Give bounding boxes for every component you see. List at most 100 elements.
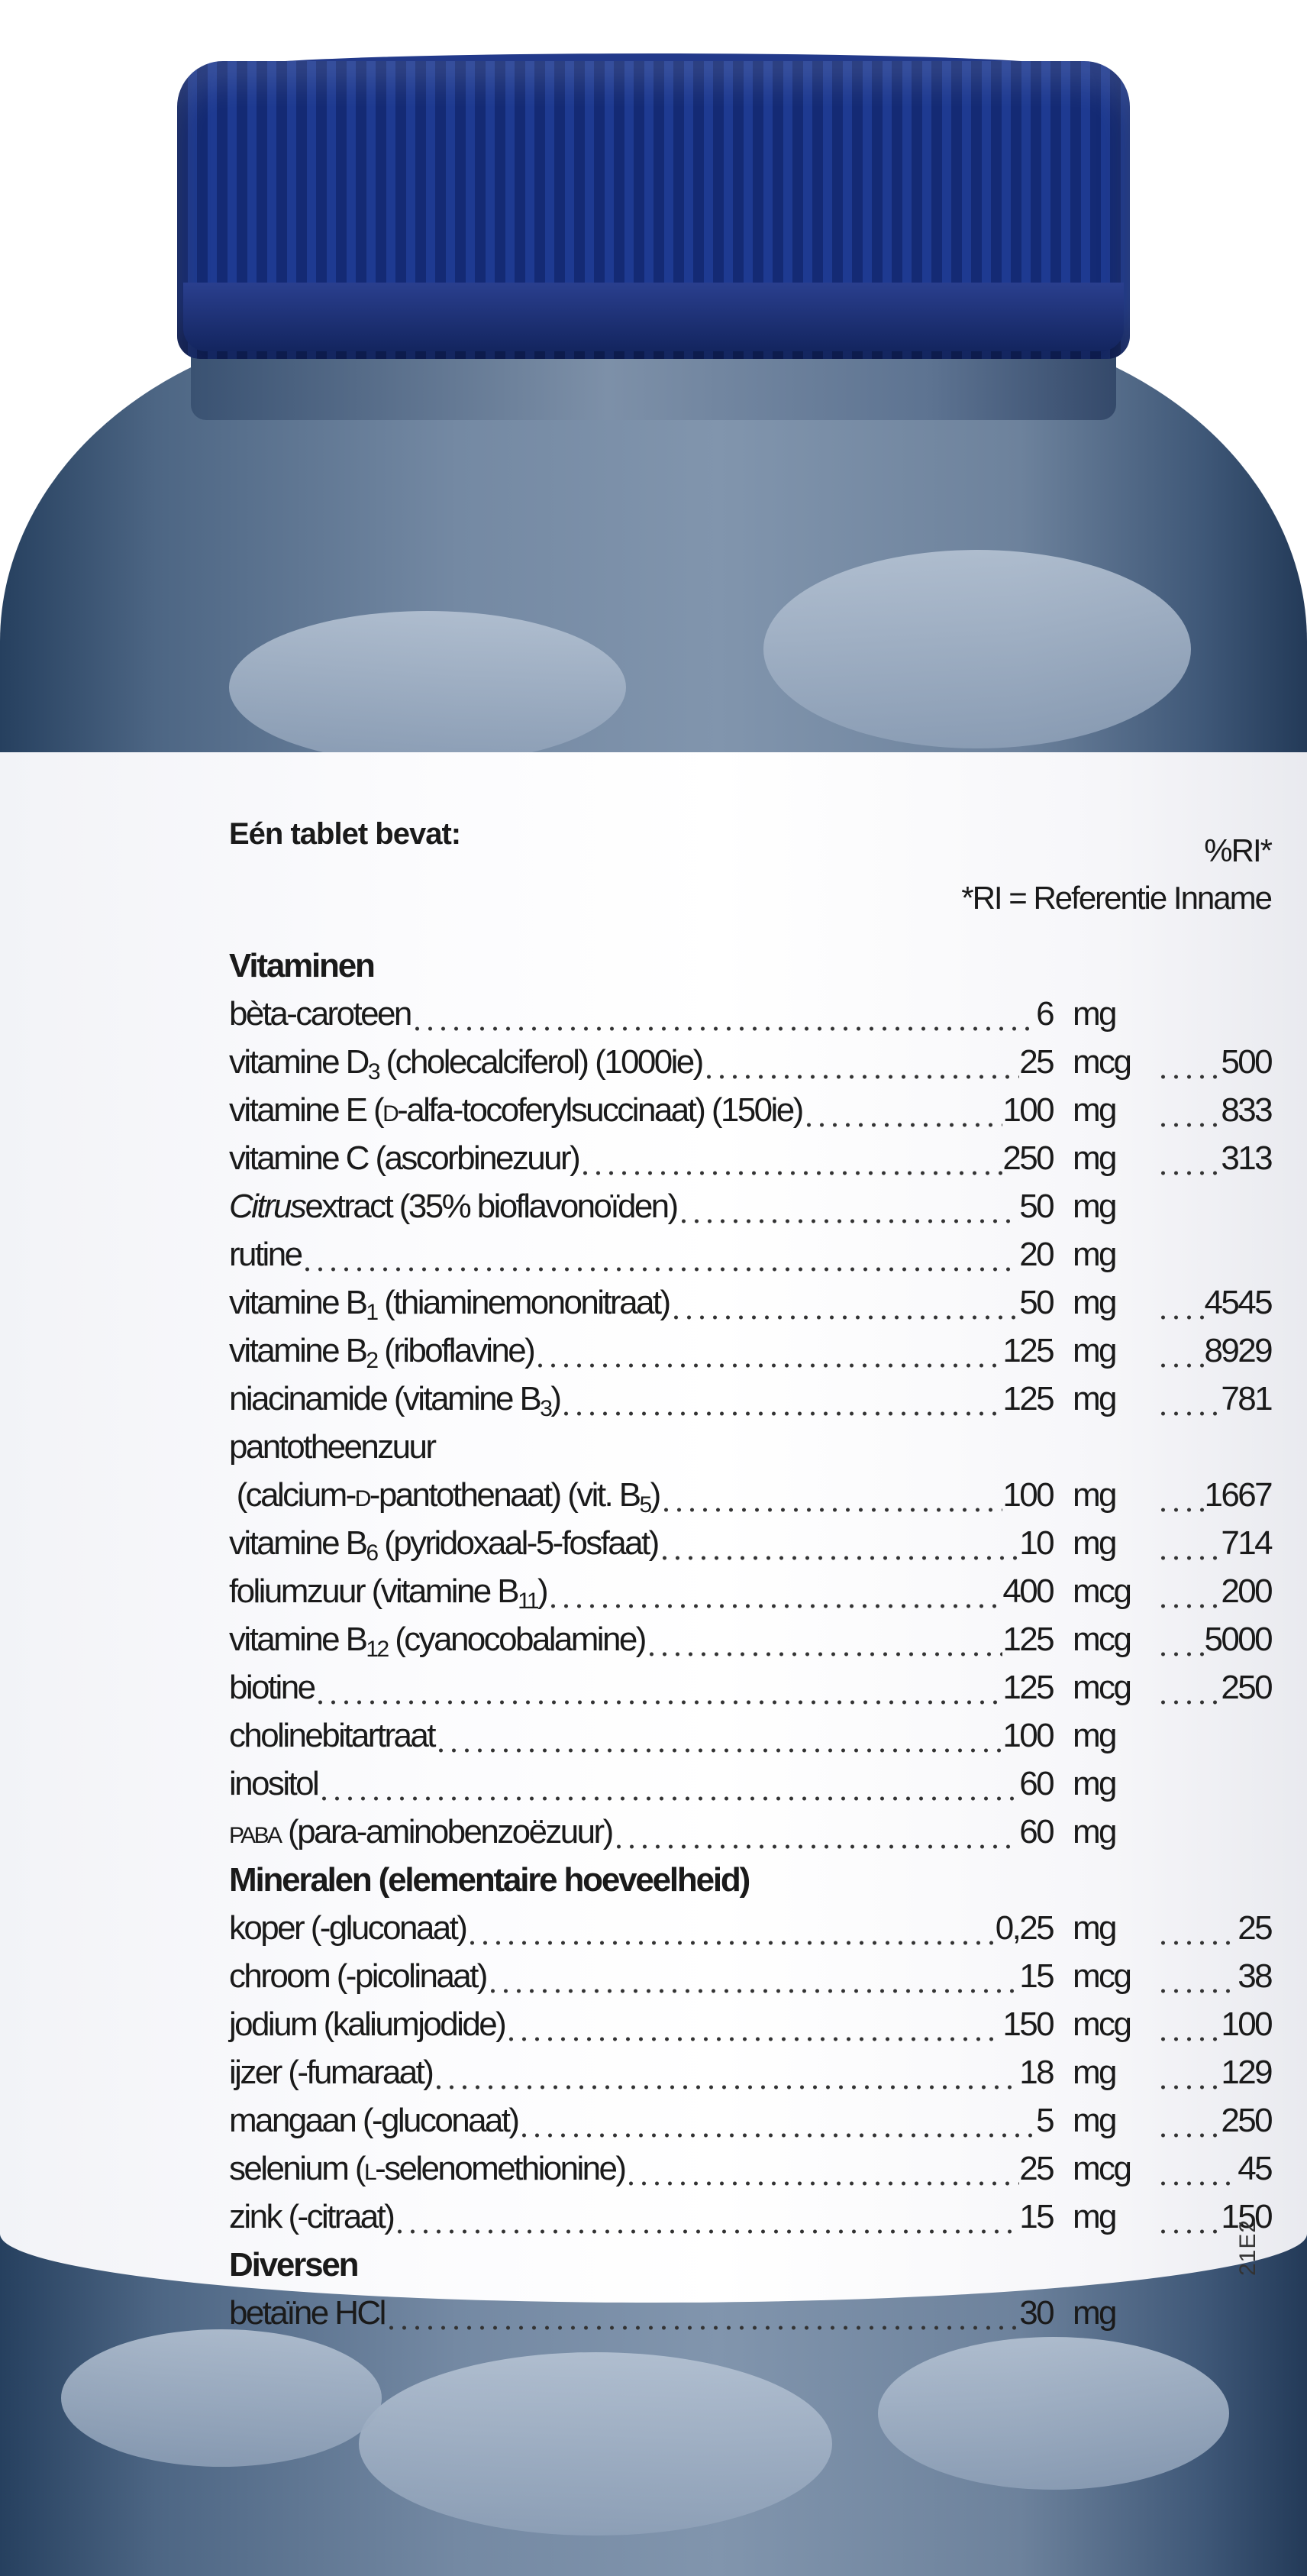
- name-part: 3: [540, 1396, 553, 1421]
- ri-percent: 714: [1157, 1524, 1273, 1572]
- ri-percent: 5000: [1157, 1621, 1273, 1669]
- name-part: foliumzuur (vitamine B: [229, 1572, 520, 1610]
- ingredient-row: niacinamide (vitamine B3) 125 mg 781: [229, 1380, 1273, 1428]
- ingredient-name: niacinamide (vitamine B3): [229, 1380, 562, 1421]
- ingredient-name: rutine: [229, 1236, 303, 1274]
- unit: mg: [1073, 1524, 1118, 1562]
- ri-value: 100: [1221, 2006, 1273, 2043]
- dot-leader: [384, 2294, 1020, 2342]
- ri-percent: 129: [1157, 2054, 1273, 2102]
- ingredient-name: biotine: [229, 1669, 316, 1707]
- name-part: Diversen: [229, 2246, 360, 2283]
- amount: 60: [1019, 1813, 1054, 1850]
- ingredient-row: vitamine B1 (thiaminemononitraat) 50 mg 454…: [229, 1284, 1273, 1332]
- unit: mg: [1073, 1476, 1118, 1514]
- amount: 20: [1019, 1236, 1054, 1273]
- ri-value: 150: [1221, 2198, 1273, 2235]
- ingredient-row: cholinebitartraat 100 mg: [229, 1717, 1271, 1765]
- name-part: niacinamide (vitamine B: [229, 1380, 542, 1417]
- name-part: (para-aminobenzoëzuur): [280, 1813, 614, 1850]
- dot-leader: [314, 1669, 1003, 1717]
- ri-percent: [1157, 1813, 1271, 1861]
- ingredient-row: pantotheenzuur: [229, 1428, 1271, 1476]
- name-part: 6: [366, 1540, 379, 1566]
- ri-value: 45: [1238, 2150, 1273, 2187]
- dot-leader: [393, 2198, 1020, 2246]
- name-part: 5: [639, 1492, 652, 1517]
- ingredient-row: vitamine D3 (cholecalciferol) (1000ie) 25…: [229, 1043, 1273, 1091]
- ri-value: 250: [1221, 1669, 1273, 1706]
- amount: 0,25: [995, 1909, 1055, 1947]
- unit: mg: [1073, 1284, 1118, 1321]
- dot-leader: [657, 1524, 1020, 1572]
- dot-leader: [1157, 1476, 1205, 1524]
- name-part: (cyanocobalamine): [387, 1621, 647, 1658]
- dot-leader: [318, 1765, 1020, 1813]
- ingredient-name: koper (-gluconaat): [229, 1909, 468, 1947]
- ingredient-name: vitamine B12 (cyanocobalamine): [229, 1621, 647, 1662]
- ingredient-row: vitamine B2 (riboflavine) 125 mg 8929: [229, 1332, 1273, 1380]
- ingredient-name: mangaan (-gluconaat): [229, 2102, 520, 2140]
- name-part: zink (-citraat): [229, 2198, 395, 2235]
- unit: mcg: [1073, 1572, 1132, 1610]
- tablet: [878, 2337, 1229, 2490]
- amount: 5: [1036, 2102, 1054, 2139]
- tablet: [359, 2352, 832, 2536]
- name-part: biotine: [229, 1669, 316, 1706]
- ri-value: 250: [1221, 2102, 1273, 2139]
- ingredient-name: vitamine C (ascorbinezuur): [229, 1139, 581, 1178]
- ri-value: 5000: [1204, 1621, 1273, 1658]
- cap-rim: [183, 283, 1124, 351]
- name-part: ijzer (-fumaraat): [229, 2054, 434, 2091]
- ingredient-name: bèta-caroteen: [229, 995, 412, 1033]
- dot-leader: [560, 1380, 1003, 1428]
- ingredient-row: bèta-caroteen 6 mg: [229, 995, 1271, 1043]
- name-part: ): [537, 1572, 549, 1610]
- name-part: ): [650, 1476, 662, 1514]
- amount: 50: [1019, 1188, 1054, 1225]
- dot-leader: [1157, 1043, 1221, 1091]
- tablet: [61, 2329, 382, 2467]
- name-part: ): [550, 1380, 562, 1417]
- name-part: bèta-caroteen: [229, 995, 412, 1033]
- ingredient-row: ijzer (-fumaraat) 18 mg 129: [229, 2054, 1273, 2102]
- amount: 125: [1002, 1380, 1054, 1417]
- ri-header: %RI*: [1204, 832, 1273, 868]
- ri-percent: 100: [1157, 2006, 1273, 2054]
- batch-code: 21E2: [1235, 2219, 1260, 2276]
- ingredient-row: zink (-citraat) 15 mg 150: [229, 2198, 1273, 2246]
- ingredient-row: PABA (para-aminobenzoëzuur) 60 mg: [229, 1813, 1271, 1861]
- ingredient-name: vitamine B1 (thiaminemononitraat): [229, 1284, 671, 1325]
- ri-percent: 500: [1157, 1043, 1273, 1091]
- ingredient-name: vitamine B2 (riboflavine): [229, 1332, 536, 1373]
- ri-percent: 200: [1157, 1572, 1273, 1621]
- name-part: 11: [518, 1589, 540, 1614]
- name-part: PABA: [229, 1823, 282, 1848]
- ingredient-name: chroom (-picolinaat): [229, 1957, 488, 1996]
- name-part: D: [354, 1486, 372, 1511]
- amount: 18: [1019, 2054, 1054, 2091]
- amount: 100: [1002, 1476, 1054, 1514]
- ri-value: 129: [1221, 2054, 1273, 2091]
- ingredient-row: mangaan (-gluconaat) 5 mg 250: [229, 2102, 1273, 2150]
- ri-percent: 150: [1157, 2198, 1273, 2246]
- name-part: (pyridoxaal-5-fosfaat): [376, 1524, 660, 1562]
- dot-leader: [612, 1813, 1020, 1861]
- name-part: vitamine B: [229, 1284, 368, 1321]
- unit: mg: [1073, 1139, 1118, 1177]
- dot-leader: [434, 1717, 1003, 1765]
- ingredient-name: cholinebitartraat: [229, 1717, 436, 1755]
- name-part: 3: [367, 1059, 381, 1084]
- tablet: [229, 611, 626, 764]
- dot-leader: [301, 1236, 1020, 1284]
- ingredient-name: vitamine E (D-alfa-tocoferylsuccinaat) (…: [229, 1091, 804, 1130]
- ri-value: 500: [1221, 1043, 1273, 1081]
- section-heading: Vitaminen: [229, 947, 1271, 995]
- name-part: vitamine E (: [229, 1091, 385, 1129]
- ri-percent: 313: [1157, 1139, 1273, 1188]
- dot-leader: [802, 1091, 1003, 1139]
- name-part: inositol: [229, 1765, 320, 1802]
- ingredient-row: vitamine E (D-alfa-tocoferylsuccinaat) (…: [229, 1091, 1273, 1139]
- ri-percent: 781: [1157, 1380, 1273, 1428]
- dot-leader: [1157, 1091, 1221, 1139]
